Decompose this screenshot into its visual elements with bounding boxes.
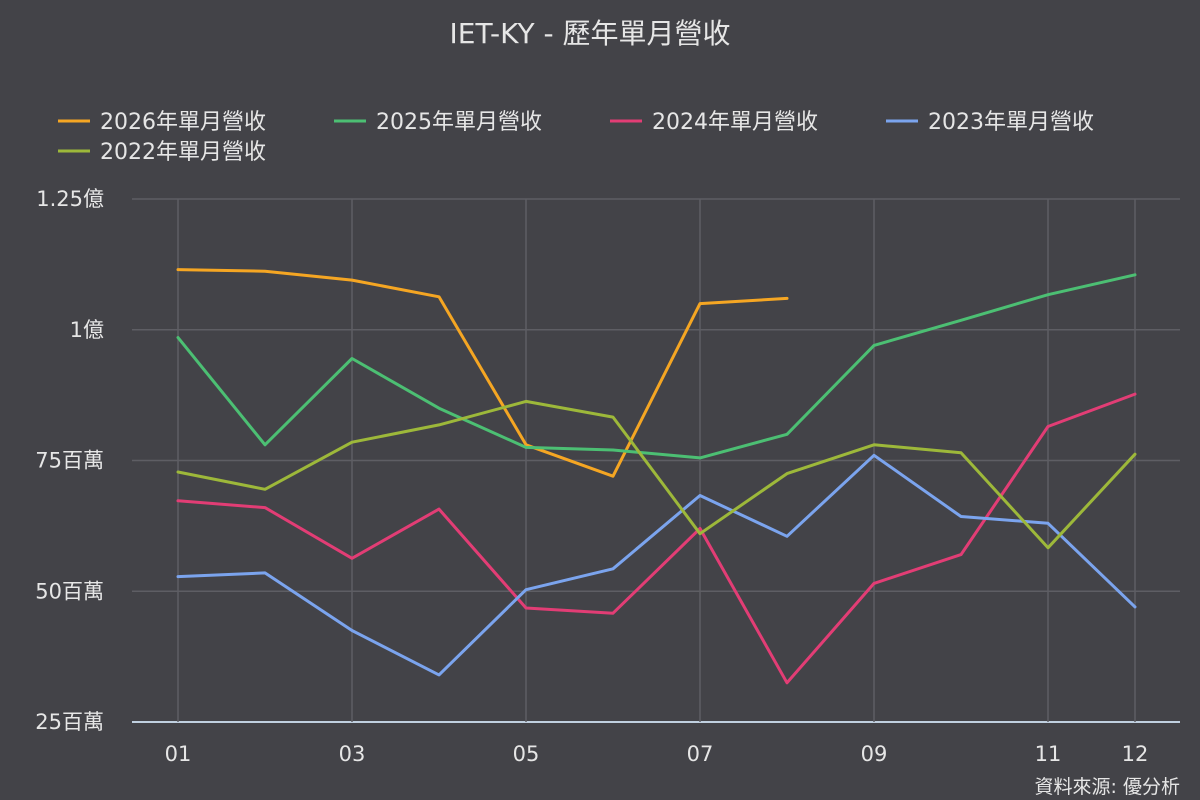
legend-label: 2024年單月營收 bbox=[652, 110, 818, 135]
series-line-3 bbox=[176, 392, 1137, 685]
series-lines bbox=[176, 268, 1137, 685]
y-tick-label: 1.25億 bbox=[36, 187, 104, 211]
y-tick-label: 25百萬 bbox=[35, 710, 104, 734]
series-line-1 bbox=[176, 268, 789, 478]
x-tick-label: 05 bbox=[513, 742, 540, 766]
legend-label: 2026年單月營收 bbox=[100, 110, 266, 135]
x-tick-label: 03 bbox=[339, 742, 366, 766]
x-tick-label: 07 bbox=[687, 742, 714, 766]
legend-item[interactable]: 2026年單月營收 bbox=[58, 110, 266, 135]
y-tick-label: 75百萬 bbox=[35, 449, 104, 473]
series-line-2 bbox=[176, 273, 1137, 460]
legend-label: 2022年單月營收 bbox=[100, 140, 266, 165]
y-tick-label: 1億 bbox=[70, 318, 104, 342]
x-tick-label: 09 bbox=[861, 742, 888, 766]
chart-title: IET-KY - 歷年單月營收 bbox=[450, 17, 731, 50]
legend-item[interactable]: 2025年單月營收 bbox=[334, 110, 542, 135]
legend-item[interactable]: 2023年單月營收 bbox=[886, 110, 1094, 135]
y-axis: 25百萬 50百萬 75百萬 1億 1.25億 bbox=[35, 187, 104, 734]
grid bbox=[132, 198, 1180, 723]
x-axis: 01 03 05 07 09 11 12 bbox=[165, 742, 1149, 766]
series-line-4 bbox=[176, 453, 1137, 677]
legend: 2026年單月營收 2025年單月營收 2024年單月營收 2023年單月營收 2022… bbox=[58, 110, 1094, 165]
legend-label: 2023年單月營收 bbox=[928, 110, 1094, 135]
legend-item[interactable]: 2022年單月營收 bbox=[58, 140, 266, 165]
legend-label: 2025年單月營收 bbox=[376, 110, 542, 135]
legend-item[interactable]: 2024年單月營收 bbox=[610, 110, 818, 135]
y-tick-label: 50百萬 bbox=[35, 579, 104, 603]
x-tick-label: 12 bbox=[1122, 742, 1149, 766]
x-tick-label: 11 bbox=[1035, 742, 1062, 766]
x-tick-label: 01 bbox=[165, 742, 192, 766]
series-line-5 bbox=[176, 399, 1137, 550]
chart-credit: 資料來源: 優分析 bbox=[1035, 776, 1180, 798]
